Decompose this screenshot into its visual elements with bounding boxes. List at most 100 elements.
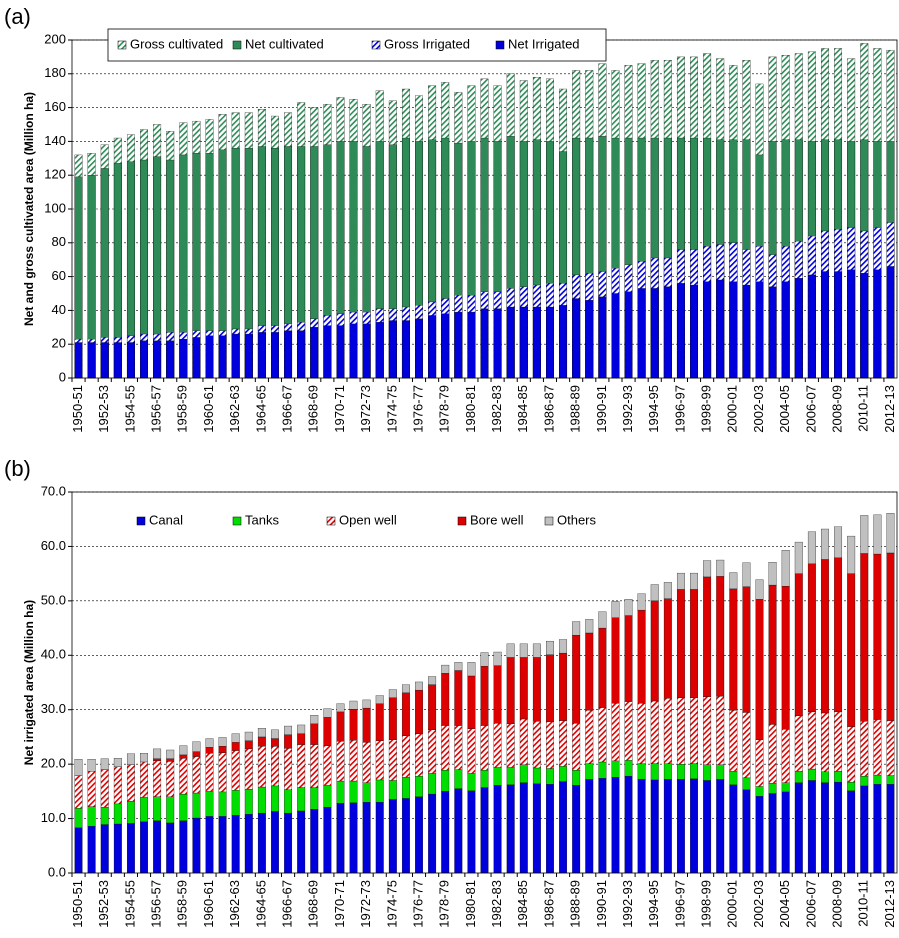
bar <box>415 775 423 797</box>
bar <box>415 318 423 379</box>
bar <box>532 643 541 658</box>
bar <box>506 767 515 785</box>
bar <box>192 792 201 819</box>
bar <box>690 697 698 764</box>
bar <box>637 763 646 780</box>
plot-frame <box>71 491 898 874</box>
bar <box>140 340 148 379</box>
bar <box>703 281 712 379</box>
bar <box>794 541 803 574</box>
bar <box>585 779 594 874</box>
bar <box>663 582 672 599</box>
bar <box>218 816 227 874</box>
x-tick-label: 1950-51 <box>70 880 85 928</box>
bar <box>113 823 122 874</box>
bar <box>349 740 358 782</box>
bar <box>650 779 659 874</box>
bar <box>716 576 725 697</box>
y-tick-label: 10.0 <box>41 810 66 825</box>
bar <box>74 827 83 874</box>
bar <box>113 803 122 825</box>
bar <box>585 632 594 711</box>
y-tick-label: 0.0 <box>48 864 66 879</box>
x-tick-label: 1954-55 <box>122 385 137 433</box>
bar <box>519 764 528 783</box>
bar <box>87 771 96 807</box>
bar <box>218 791 227 817</box>
legend-label: Canal <box>149 512 183 527</box>
legend-swatch <box>457 516 467 526</box>
bar <box>637 288 646 379</box>
bar <box>310 744 319 788</box>
x-tick-label: 2008-09 <box>830 880 845 928</box>
bar <box>794 771 803 783</box>
bar <box>441 313 450 379</box>
bar <box>415 681 423 691</box>
bar <box>428 793 437 874</box>
bar <box>166 796 175 824</box>
x-tick-label: 1986-87 <box>541 880 556 928</box>
bar <box>428 729 437 774</box>
bar <box>244 731 253 741</box>
bar <box>362 742 371 783</box>
bar <box>401 798 410 874</box>
y-tick-label: 20.0 <box>41 756 66 771</box>
bar <box>467 728 476 774</box>
y-axis-title: Net and gross cultivated area (Million h… <box>22 92 36 326</box>
bar <box>729 784 738 874</box>
bar <box>401 777 410 799</box>
x-tick-label: 1976-77 <box>410 880 425 928</box>
x-tick-label: 1952-53 <box>96 880 111 928</box>
bar <box>506 643 515 658</box>
x-tick-label: 1996-97 <box>672 385 687 433</box>
bar <box>624 760 633 777</box>
bar <box>690 589 698 698</box>
y-tick-label: 40.0 <box>41 647 66 662</box>
bar <box>231 750 240 791</box>
bar <box>179 758 188 795</box>
bar <box>624 701 633 761</box>
bar <box>349 802 358 874</box>
bar <box>703 696 712 765</box>
bar <box>663 598 672 699</box>
bar <box>310 723 319 745</box>
bar <box>257 728 266 738</box>
bar <box>428 773 437 795</box>
bar <box>624 775 633 874</box>
bar <box>742 562 751 587</box>
legend-box <box>107 28 607 62</box>
x-tick-label: 1996-97 <box>672 880 687 928</box>
bar <box>794 715 803 772</box>
bar <box>467 773 476 791</box>
bar <box>781 586 790 730</box>
bar <box>532 657 541 722</box>
bar <box>519 718 528 765</box>
bar <box>454 725 463 770</box>
bar <box>506 784 515 874</box>
bar <box>257 812 266 874</box>
y-tick-label: 0 <box>59 369 66 384</box>
bar <box>572 298 581 379</box>
bar <box>650 700 659 764</box>
x-tick-label: 1962-63 <box>227 880 242 928</box>
bar <box>375 695 384 704</box>
bar <box>676 572 685 590</box>
bar <box>742 284 751 379</box>
bar <box>873 514 882 555</box>
bar <box>493 308 502 379</box>
bar <box>598 761 607 779</box>
bar <box>650 584 659 602</box>
bar <box>166 749 175 759</box>
bar <box>598 296 607 379</box>
y-tick-label: 60 <box>52 268 66 283</box>
bar <box>860 720 869 777</box>
x-tick-label: 1964-65 <box>253 385 268 433</box>
bar <box>755 739 764 787</box>
x-tick-label: 1974-75 <box>384 880 399 928</box>
x-tick-label: 1980-81 <box>463 880 478 928</box>
bar <box>428 315 437 379</box>
bar <box>676 589 685 698</box>
bar <box>153 796 162 821</box>
bar <box>559 639 568 654</box>
bar <box>336 780 345 804</box>
